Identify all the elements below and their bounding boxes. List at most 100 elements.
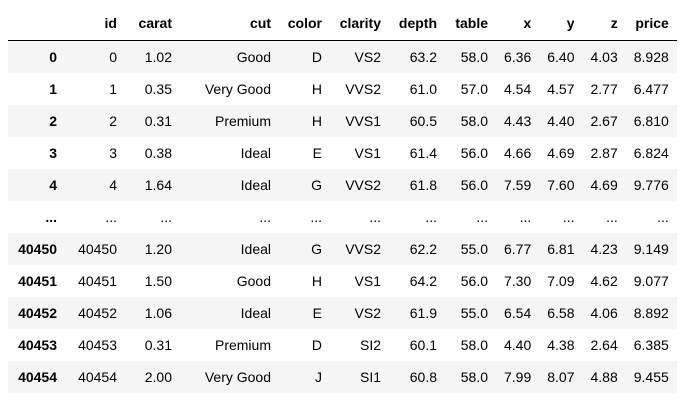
row-index: 3 [49, 144, 57, 161]
cell-price: 8.928 [633, 48, 669, 65]
cell-depth: 62.2 [409, 240, 437, 257]
cell-z: 4.03 [590, 48, 618, 65]
cell-cut: Good [236, 48, 271, 65]
cell-cut: ... [259, 208, 271, 225]
cell-depth: 61.4 [409, 144, 437, 161]
row-index: 40454 [18, 368, 57, 385]
cell-clarity: SI1 [359, 368, 381, 385]
cell-z: 4.06 [590, 304, 618, 321]
cell-table: ... [476, 208, 488, 225]
cell-price: 9.455 [633, 368, 669, 385]
cell-carat: ... [160, 208, 172, 225]
header-y: y [539, 7, 583, 41]
cell-table: 57.0 [460, 80, 488, 97]
cell-color: E [312, 144, 322, 161]
cell-z: 4.69 [590, 176, 618, 193]
header-z: z [582, 7, 626, 41]
header-carat: carat [125, 7, 180, 41]
cell-id: 1 [109, 80, 117, 97]
cell-id: 2 [109, 112, 117, 129]
header-id: id [65, 7, 125, 41]
cell-y: 7.60 [547, 176, 575, 193]
table-row: 40452 40452 1.06 Ideal E VS2 61.9 55.0 6… [8, 296, 677, 329]
cell-y: 4.57 [547, 80, 575, 97]
cell-price: 9.077 [633, 272, 669, 289]
table-row: 2 2 0.31 Premium H VVS1 60.5 58.0 4.43 4… [8, 104, 677, 137]
cell-x: 4.66 [504, 144, 532, 161]
header-price: price [625, 7, 677, 41]
row-index: 2 [49, 112, 57, 129]
cell-clarity: VVS2 [345, 176, 381, 193]
cell-carat: 1.02 [144, 48, 172, 65]
cell-id: 3 [109, 144, 117, 161]
cell-color: H [311, 112, 322, 129]
cell-depth: 60.5 [409, 112, 437, 129]
table-header: id carat cut color clarity depth table x… [8, 7, 677, 41]
cell-clarity: VVS2 [345, 240, 381, 257]
cell-carat: 1.50 [144, 272, 172, 289]
cell-x: 4.54 [504, 80, 532, 97]
cell-cut: Ideal [240, 240, 271, 257]
dataframe-table: id carat cut color clarity depth table x… [8, 7, 677, 393]
cell-color: D [311, 48, 322, 65]
cell-y: 8.07 [547, 368, 575, 385]
cell-z: ... [606, 208, 618, 225]
cell-cut: Ideal [240, 176, 271, 193]
cell-id: 40453 [78, 336, 117, 353]
cell-y: 4.38 [547, 336, 575, 353]
cell-price: 6.477 [633, 80, 669, 97]
cell-x: 4.43 [504, 112, 532, 129]
cell-y: 6.40 [547, 48, 575, 65]
cell-clarity: VS2 [354, 48, 381, 65]
table-row: 3 3 0.38 Ideal E VS1 61.4 56.0 4.66 4.69… [8, 137, 677, 169]
header-row: id carat cut color clarity depth table x… [8, 7, 677, 41]
cell-y: 6.81 [547, 240, 575, 257]
cell-color: G [311, 176, 322, 193]
cell-price: 9.776 [633, 176, 669, 193]
row-index: ... [45, 208, 57, 225]
cell-table: 55.0 [460, 304, 488, 321]
cell-table: 55.0 [460, 240, 488, 257]
cell-table: 56.0 [460, 176, 488, 193]
cell-clarity: VVS1 [345, 112, 381, 129]
cell-z: 2.67 [590, 112, 618, 129]
cell-color: H [311, 272, 322, 289]
header-cut: cut [180, 7, 279, 41]
cell-x: 6.77 [504, 240, 532, 257]
table-row: 40451 40451 1.50 Good H VS1 64.2 56.0 7.… [8, 265, 677, 297]
cell-x: 7.99 [504, 368, 532, 385]
cell-table: 58.0 [460, 336, 488, 353]
cell-id: 40452 [78, 304, 117, 321]
cell-y: ... [562, 208, 575, 225]
cell-price: 8.892 [633, 304, 669, 321]
cell-z: 4.88 [590, 368, 618, 385]
cell-carat: 1.20 [144, 240, 172, 257]
cell-depth: 63.2 [409, 48, 437, 65]
cell-color: D [311, 336, 322, 353]
table-row: 1 1 0.35 Very Good H VVS2 61.0 57.0 4.54… [8, 73, 677, 105]
cell-price: 6.824 [633, 144, 669, 161]
cell-x: 7.59 [504, 176, 532, 193]
cell-cut: Ideal [240, 144, 271, 161]
cell-carat: 1.64 [144, 176, 172, 193]
cell-y: 6.58 [547, 304, 575, 321]
cell-depth: 60.8 [409, 368, 437, 385]
cell-depth: ... [425, 208, 437, 225]
row-index: 4 [49, 176, 57, 193]
cell-carat: 0.31 [144, 112, 172, 129]
cell-clarity: VS1 [354, 144, 381, 161]
cell-depth: 60.1 [409, 336, 437, 353]
row-index: 40452 [18, 304, 57, 321]
cell-table: 56.0 [460, 272, 488, 289]
row-index: 40453 [18, 336, 57, 353]
table-row: 40454 40454 2.00 Very Good J SI1 60.8 58… [8, 360, 677, 393]
row-index: 40450 [18, 240, 57, 257]
header-x: x [496, 7, 540, 41]
table-row: 4 4 1.64 Ideal G VVS2 61.8 56.0 7.59 7.6… [8, 168, 677, 201]
ellipsis-row: ... ... ... ... ... ... ... ... ... ... … [8, 201, 677, 233]
cell-x: 6.36 [504, 48, 532, 65]
cell-color: ... [310, 208, 322, 225]
cell-id: 40450 [78, 240, 117, 257]
cell-depth: 61.8 [409, 176, 437, 193]
